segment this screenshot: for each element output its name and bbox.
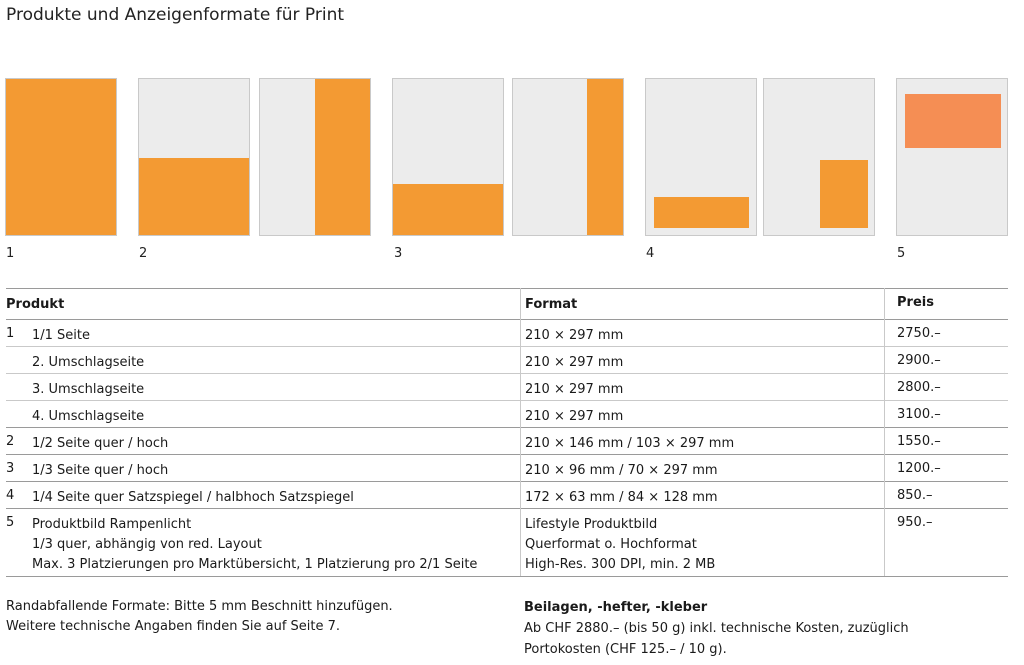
row-price: 1200.– — [884, 454, 1008, 481]
table-row: 4 1/4 Seite quer Satzspiegel / halbhoch … — [6, 481, 1008, 508]
figure-number: 5 — [897, 246, 906, 261]
table-top-rule — [6, 288, 1008, 289]
table-row: 3 1/3 Seite quer / hoch 210 × 96 mm / 70… — [6, 454, 1008, 481]
row-product-line: Max. 3 Platzierungen pro Marktübersicht,… — [32, 557, 478, 572]
figure-number: 4 — [646, 246, 655, 261]
figure-number: 3 — [394, 246, 403, 261]
ad-area-half-vertical — [315, 79, 370, 235]
inserts-text-line: Ab CHF 2880.– (bis 50 g) inkl. technisch… — [524, 621, 909, 636]
ad-area-third-vertical — [587, 79, 623, 235]
table-header-rule — [6, 319, 1008, 320]
footer-note-line: Weitere technische Angaben finden Sie au… — [6, 619, 341, 634]
row-product: 4. Umschlagseite — [32, 409, 145, 424]
row-price: 850.– — [884, 481, 1008, 508]
table-row: 3. Umschlagseite 210 × 297 mm 2800.– — [6, 373, 1008, 400]
table-row: 2 1/2 Seite quer / hoch 210 × 146 mm / 1… — [6, 427, 1008, 454]
row-price: 950.– — [884, 508, 1008, 576]
row-number — [6, 400, 32, 427]
row-rule — [6, 346, 1008, 347]
row-rule — [6, 481, 1008, 482]
row-price: 2750.– — [884, 319, 1008, 346]
row-format: 210 × 297 mm — [520, 346, 884, 373]
ad-area-half-horizontal — [139, 158, 249, 235]
row-rule — [6, 400, 1008, 401]
row-product: 1/2 Seite quer / hoch — [32, 436, 169, 451]
row-number — [6, 346, 32, 373]
inserts-text-line: Portokosten (CHF 125.– / 10 g). — [524, 642, 727, 657]
ad-area-quarter-horizontal — [654, 197, 749, 228]
row-format: 210 × 297 mm — [520, 373, 884, 400]
row-format: 210 × 297 mm — [520, 319, 884, 346]
ad-area-product-image — [905, 94, 1001, 148]
table-row: 4. Umschlagseite 210 × 297 mm 3100.– — [6, 400, 1008, 427]
row-rule — [6, 454, 1008, 455]
row-number: 4 — [6, 488, 15, 503]
row-rule — [6, 373, 1008, 374]
inserts-heading: Beilagen, -hefter, -kleber — [524, 600, 708, 615]
page-thumb-quarter-vertical — [763, 78, 875, 236]
header-price: Preis — [884, 288, 1008, 319]
row-number: 5 — [6, 515, 15, 530]
row-number: 2 — [6, 434, 15, 449]
header-product: Produkt — [6, 297, 65, 312]
page-thumb-quarter-horizontal — [645, 78, 757, 236]
format-illustrations: 1 2 3 4 5 — [0, 0, 1024, 270]
ad-area-quarter-vertical — [820, 160, 868, 228]
table-row: 2. Umschlagseite 210 × 297 mm 2900.– — [6, 346, 1008, 373]
figure-number: 1 — [6, 246, 15, 261]
row-number: 3 — [6, 461, 15, 476]
inserts-section: Beilagen, -hefter, -kleber Ab CHF 2880.–… — [524, 597, 909, 660]
row-format-line: Querformat o. Hochformat — [525, 537, 697, 552]
page-thumb-third-vertical — [512, 78, 624, 236]
page-thumb-product-image — [896, 78, 1008, 236]
row-product: 3. Umschlagseite — [32, 382, 145, 397]
row-price: 1550.– — [884, 427, 1008, 454]
row-price: 2800.– — [884, 373, 1008, 400]
row-product: 1/4 Seite quer Satzspiegel / halbhoch Sa… — [32, 490, 354, 505]
row-format: Lifestyle Produktbild Querformat o. Hoch… — [520, 508, 884, 576]
page-thumb-half-vertical — [259, 78, 371, 236]
page-thumb-third-horizontal — [392, 78, 504, 236]
row-price: 2900.– — [884, 346, 1008, 373]
row-format: 210 × 297 mm — [520, 400, 884, 427]
ad-area-full-page — [6, 79, 116, 235]
header-format: Format — [520, 288, 884, 319]
table-row: 5 Produktbild Rampenlicht 1/3 quer, abhä… — [6, 508, 1008, 576]
footer-note-line: Randabfallende Formate: Bitte 5 mm Besch… — [6, 599, 393, 614]
table-row: 1 1/1 Seite 210 × 297 mm 2750.– — [6, 319, 1008, 346]
figure-number: 2 — [139, 246, 148, 261]
table-header-row: Produkt Format Preis — [6, 288, 1008, 319]
table-bottom-rule — [6, 576, 1008, 577]
row-format-line: High-Res. 300 DPI, min. 2 MB — [525, 557, 716, 572]
page-thumb-half-horizontal — [138, 78, 250, 236]
row-number: 1 — [6, 326, 15, 341]
row-number — [6, 373, 32, 400]
row-product-line: 1/3 quer, abhängig von red. Layout — [32, 537, 262, 552]
row-product: 1/1 Seite — [32, 328, 91, 343]
row-format: 210 × 96 mm / 70 × 297 mm — [520, 454, 884, 481]
footer-notes: Randabfallende Formate: Bitte 5 mm Besch… — [6, 597, 393, 637]
ad-area-third-horizontal — [393, 184, 503, 235]
row-rule — [6, 508, 1008, 509]
row-product: 2. Umschlagseite — [32, 355, 145, 370]
row-product: 1/3 Seite quer / hoch — [32, 463, 169, 478]
row-format-line: Lifestyle Produktbild — [525, 517, 658, 532]
page-title: Produkte und Anzeigenformate für Print — [6, 5, 345, 25]
row-product: Produktbild Rampenlicht 1/3 quer, abhäng… — [32, 508, 520, 576]
page-thumb-full — [5, 78, 117, 236]
row-price: 3100.– — [884, 400, 1008, 427]
row-format: 210 × 146 mm / 103 × 297 mm — [520, 427, 884, 454]
row-format: 172 × 63 mm / 84 × 128 mm — [520, 481, 884, 508]
row-product-line: Produktbild Rampenlicht — [32, 517, 192, 532]
row-rule — [6, 427, 1008, 428]
